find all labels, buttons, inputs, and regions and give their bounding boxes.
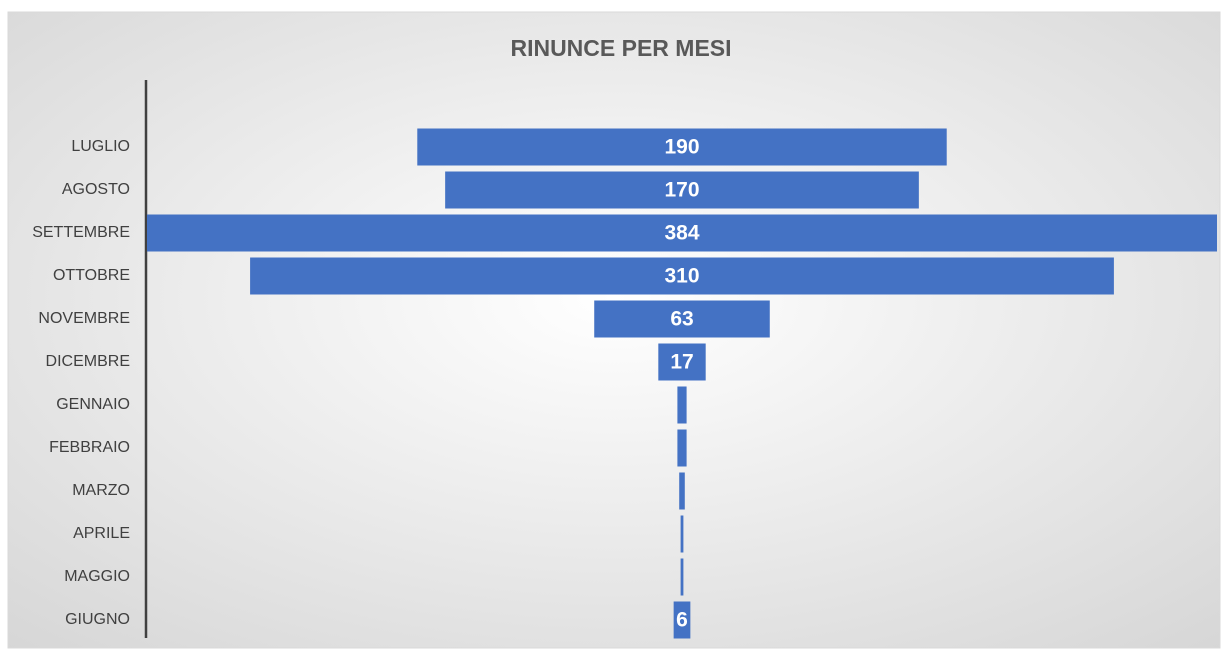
- category-label: LUGLIO: [71, 138, 130, 155]
- category-label: FEBBRAIO: [49, 439, 130, 456]
- category-label: GENNAIO: [56, 396, 130, 413]
- bar: [250, 257, 1114, 295]
- data-label: 63: [670, 308, 693, 331]
- bar: [445, 171, 919, 209]
- category-label: GIUGNO: [65, 611, 130, 628]
- bar: [677, 429, 687, 467]
- category-label: OTTOBRE: [53, 267, 130, 284]
- data-label: 310: [664, 265, 699, 288]
- data-label: 6: [676, 609, 688, 632]
- bar: [417, 128, 947, 166]
- bar: [673, 601, 691, 639]
- category-label: NOVEMBRE: [38, 310, 130, 327]
- data-label: 190: [664, 136, 699, 159]
- bar: [658, 343, 706, 381]
- category-label: AGOSTO: [62, 181, 130, 198]
- bar: [677, 386, 687, 424]
- category-label: MAGGIO: [64, 568, 130, 585]
- category-label: APRILE: [73, 525, 130, 542]
- category-label: DICEMBRE: [46, 353, 130, 370]
- bar: [680, 515, 684, 553]
- chart-title: RINUNCE PER MESI: [510, 35, 731, 61]
- data-label: 384: [664, 222, 699, 245]
- data-label: 170: [664, 179, 699, 202]
- data-label: 17: [670, 351, 693, 374]
- bar: [680, 558, 684, 596]
- category-label: SETTEMBRE: [32, 224, 130, 241]
- bar: [679, 472, 685, 510]
- category-label: MARZO: [72, 482, 130, 499]
- bar: [147, 214, 1217, 252]
- bar: [594, 300, 770, 338]
